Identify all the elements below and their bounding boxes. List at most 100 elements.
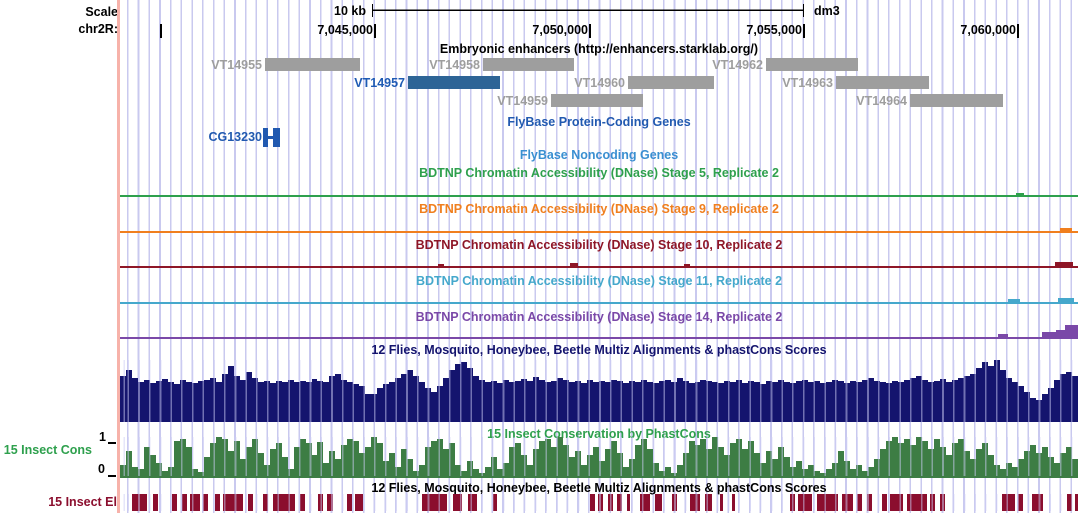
conserved-element-block[interactable]: [882, 494, 887, 511]
conserved-element-block[interactable]: [867, 494, 872, 511]
conserved-element-block[interactable]: [493, 494, 497, 511]
conserved-element-block[interactable]: [172, 494, 177, 511]
axis-max-label: 1: [99, 430, 106, 444]
conserved-element-block[interactable]: [940, 494, 945, 511]
conserved-element-block[interactable]: [672, 494, 677, 511]
conserved-element-block[interactable]: [842, 494, 853, 511]
scale-bar: [372, 4, 804, 17]
ruler-tick: [589, 24, 591, 38]
gene-glyph-cg13230[interactable]: [263, 128, 281, 147]
enhancer-feature-bar[interactable]: [766, 58, 858, 71]
multiz-track-title: 12 Flies, Mosquito, Honeybee, Beetle Mul…: [371, 343, 827, 357]
conserved-element-block[interactable]: [907, 494, 927, 511]
conserved-element-block[interactable]: [1067, 494, 1072, 511]
enhancer-feature-label: VT14959: [497, 94, 548, 108]
bdtnp-signal-bump: [570, 263, 578, 266]
bdtnp-track-title: BDTNP Chromatin Accessibility (DNase) St…: [419, 166, 779, 180]
conserved-element-block[interactable]: [468, 494, 477, 511]
conserved-element-block[interactable]: [327, 494, 333, 511]
ruler-coordinate-label: 7,055,000: [746, 23, 802, 37]
flybase-noncoding-track-title: FlyBase Noncoding Genes: [519, 148, 679, 162]
wiggle-bar: [1071, 459, 1078, 477]
conserved-element-block[interactable]: [1032, 494, 1043, 511]
ruler-tick: [803, 24, 805, 38]
conserved-element-block[interactable]: [223, 494, 243, 511]
conserved-element-block[interactable]: [640, 494, 650, 511]
conservation-left-label[interactable]: 15 Insect Cons: [3, 443, 92, 457]
bdtnp-track-baseline: [120, 231, 1078, 233]
enhancer-feature-bar[interactable]: [910, 94, 1003, 107]
conserved-element-block[interactable]: [817, 494, 838, 511]
conserved-element-block[interactable]: [655, 494, 662, 511]
enhancer-feature-label: VT14962: [712, 58, 763, 72]
bdtnp-signal-bump: [1008, 299, 1020, 302]
conserved-element-block[interactable]: [355, 494, 363, 511]
bdtnp-signal-bump: [1060, 228, 1072, 231]
ruler-coordinate-label: 7,060,000: [960, 23, 1016, 37]
bdtnp-signal-bump: [1058, 298, 1074, 302]
gene-label-cg13230[interactable]: CG13230: [208, 130, 262, 144]
multiz-density-plot: [120, 360, 1078, 422]
conserved-element-block[interactable]: [318, 494, 323, 511]
conserved-element-block[interactable]: [300, 494, 305, 511]
conserved-element-block[interactable]: [190, 494, 200, 511]
conserved-element-block[interactable]: [590, 494, 595, 511]
intron-line: [267, 136, 274, 139]
conserved-element-block[interactable]: [422, 494, 447, 511]
axis-min-label: 0: [98, 462, 105, 476]
bdtnp-track-baseline: [120, 302, 1078, 304]
conserved-element-block[interactable]: [598, 494, 603, 511]
conserved-element-block[interactable]: [153, 494, 158, 511]
conserved-element-block[interactable]: [857, 494, 862, 511]
conserved-element-block[interactable]: [790, 494, 795, 511]
bdtnp-signal-bump: [1016, 193, 1024, 195]
enhancer-feature-bar[interactable]: [836, 76, 929, 89]
elements-track: [120, 494, 1078, 511]
conserved-element-block[interactable]: [1002, 494, 1015, 511]
chromosome-label: chr2R:: [78, 22, 118, 36]
conserved-element-block[interactable]: [732, 494, 735, 511]
enhancer-feature-bar[interactable]: [408, 76, 500, 89]
axis-min-tick: [108, 475, 116, 477]
density-bar: [1071, 376, 1078, 422]
conserved-element-block[interactable]: [890, 494, 903, 511]
bdtnp-track-baseline: [120, 266, 1078, 268]
enhancer-feature-bar[interactable]: [483, 58, 574, 71]
conserved-element-block[interactable]: [347, 494, 352, 511]
conserved-element-block[interactable]: [1018, 494, 1023, 511]
axis-max-tick: [108, 442, 116, 444]
conserved-element-block[interactable]: [215, 494, 220, 511]
conserved-element-block[interactable]: [798, 494, 812, 511]
conserved-element-block[interactable]: [608, 494, 613, 511]
conserved-element-block[interactable]: [720, 494, 723, 511]
bdtnp-track-title: BDTNP Chromatin Accessibility (DNase) St…: [415, 238, 783, 252]
bdtnp-signal-bump: [1056, 330, 1068, 337]
enhancer-feature-bar[interactable]: [628, 76, 714, 89]
bdtnp-signal-bump: [998, 334, 1008, 337]
scale-row-label: Scale: [85, 5, 118, 19]
exon-block: [273, 128, 280, 147]
conserved-element-block[interactable]: [263, 494, 268, 511]
highlight-line: [117, 0, 120, 513]
enhancer-feature-bar[interactable]: [551, 94, 643, 107]
elements-track-title: 12 Flies, Mosquito, Honeybee, Beetle Mul…: [371, 481, 827, 495]
conserved-element-block[interactable]: [248, 494, 253, 511]
bdtnp-signal-bump: [438, 264, 444, 266]
conserved-element-block[interactable]: [273, 494, 295, 511]
conserved-element-block[interactable]: [132, 494, 147, 511]
conserved-element-block[interactable]: [690, 494, 700, 511]
enhancer-feature-label: VT14963: [782, 76, 833, 90]
conserved-element-block[interactable]: [182, 494, 187, 511]
conserved-element-block[interactable]: [453, 494, 462, 511]
enhancer-feature-label: VT14957: [354, 76, 405, 90]
enhancer-feature-bar[interactable]: [265, 58, 360, 71]
bdtnp-track-title: BDTNP Chromatin Accessibility (DNase) St…: [415, 274, 783, 288]
elements-left-label[interactable]: 15 Insect El: [48, 495, 117, 509]
conserved-element-block[interactable]: [705, 494, 712, 511]
conserved-element-block[interactable]: [627, 494, 630, 511]
conserved-element-block[interactable]: [203, 494, 208, 511]
conserved-element-block[interactable]: [930, 494, 935, 511]
exon-block: [263, 128, 268, 147]
conserved-element-block[interactable]: [617, 494, 622, 511]
enhancer-feature-label: VT14964: [856, 94, 907, 108]
